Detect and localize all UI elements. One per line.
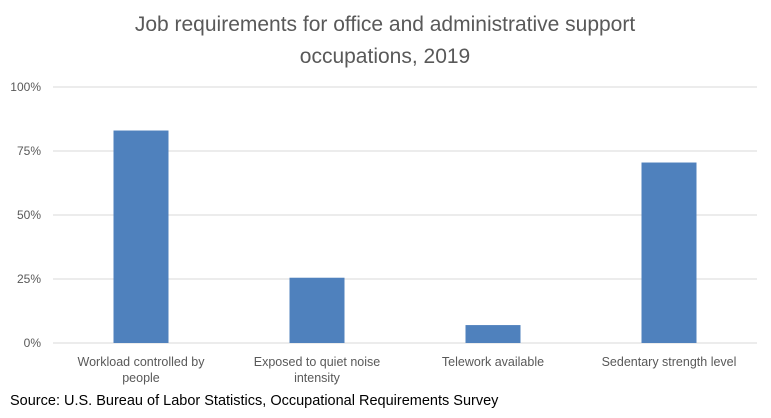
y-tick-label: 0% xyxy=(24,336,42,350)
x-category-label: Sedentary strength level xyxy=(602,355,737,369)
y-axis-ticks: 0% 25% 50% 75% 100% xyxy=(10,80,41,350)
x-category-label: Exposed to quiet noise xyxy=(254,355,381,369)
chart-title-line-2: occupations, 2019 xyxy=(300,45,470,68)
x-axis-categories: Workload controlled by people Exposed to q… xyxy=(78,355,737,385)
y-tick-label: 25% xyxy=(17,272,41,286)
chart-title-line-1: Job requirements for office and administ… xyxy=(135,13,636,36)
x-category-label: people xyxy=(122,371,160,385)
bar xyxy=(289,277,345,343)
bar xyxy=(113,130,169,343)
x-category-label: Telework available xyxy=(442,355,544,369)
y-tick-label: 75% xyxy=(17,144,41,158)
y-tick-label: 100% xyxy=(10,80,41,94)
gridlines xyxy=(53,86,757,344)
source-note: Source: U.S. Bureau of Labor Statistics,… xyxy=(10,393,499,409)
y-tick-label: 50% xyxy=(17,208,41,222)
bar xyxy=(465,325,521,343)
x-category-label: Workload controlled by xyxy=(78,355,206,369)
bars xyxy=(113,130,697,343)
x-category-label: intensity xyxy=(294,371,341,385)
bar xyxy=(641,162,697,343)
